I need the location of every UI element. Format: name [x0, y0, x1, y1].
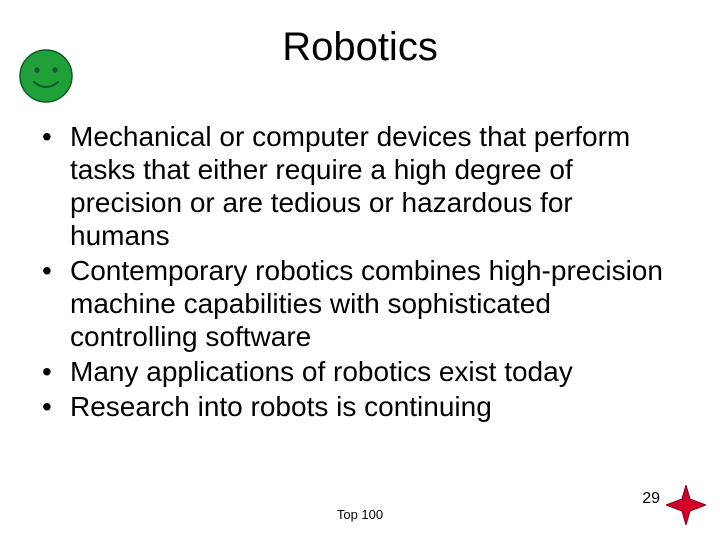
list-item: Many applications of robotics exist toda… — [38, 355, 678, 388]
star-icon — [666, 485, 706, 530]
star-shape — [666, 485, 706, 525]
smiley-eye-left — [34, 67, 39, 72]
smiley-eye-right — [52, 67, 57, 72]
bullet-list: Mechanical or computer devices that perf… — [38, 120, 678, 425]
page-number: 29 — [642, 490, 660, 508]
slide-title: Robotics — [0, 25, 720, 70]
smiley-face — [20, 50, 72, 102]
list-item: Research into robots is continuing — [38, 390, 678, 423]
list-item: Contemporary robotics combines high-prec… — [38, 254, 678, 353]
slide: Robotics Mechanical or computer devices … — [0, 0, 720, 540]
list-item: Mechanical or computer devices that perf… — [38, 120, 678, 252]
smiley-icon — [18, 48, 74, 109]
footer-text: Top 100 — [0, 507, 720, 522]
